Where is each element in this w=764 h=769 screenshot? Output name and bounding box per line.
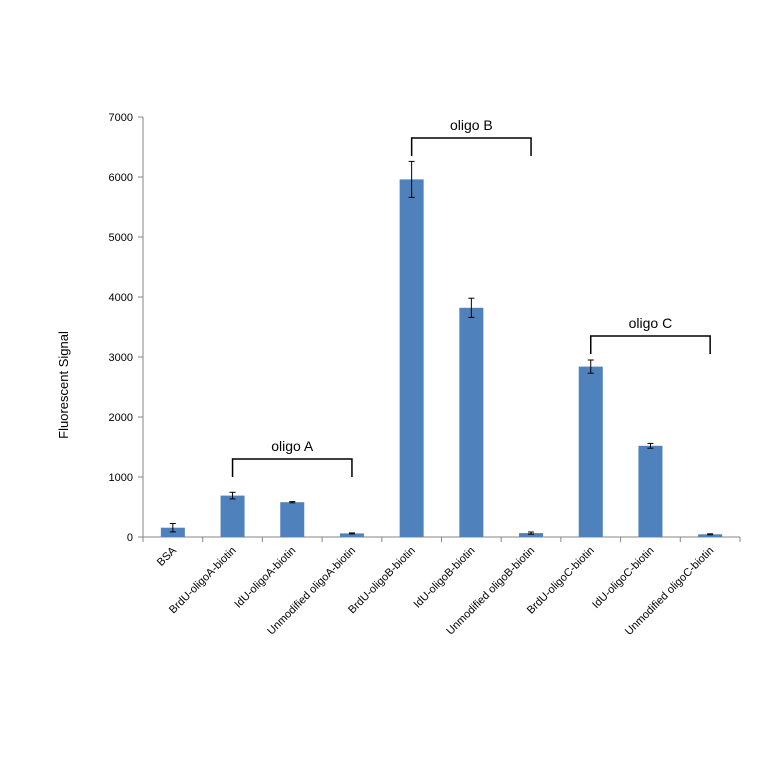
bar xyxy=(578,366,603,537)
group-bracket xyxy=(231,458,353,477)
bar xyxy=(638,445,663,537)
group-label: oligo A xyxy=(271,438,314,454)
x-tick-label: BSA xyxy=(155,544,180,569)
x-tick-label: IdU-oligoA-biotin xyxy=(232,545,298,611)
x-tick-label: BrdU-oligoB-biotin xyxy=(346,545,418,617)
group-label: oligo C xyxy=(629,315,673,331)
y-tick-label: 2000 xyxy=(109,412,133,424)
y-tick-label: 1000 xyxy=(109,472,133,484)
y-tick-label: 0 xyxy=(127,532,133,544)
group-bracket xyxy=(590,335,711,354)
bar xyxy=(280,502,305,537)
x-tick-label: BrdU-oligoC-biotin xyxy=(525,545,597,617)
x-tick-label: IdU-oligoC-biotin xyxy=(590,545,656,611)
group-bracket xyxy=(410,137,532,156)
bar xyxy=(399,179,424,537)
bar xyxy=(339,533,364,537)
group-label: oligo B xyxy=(450,117,493,133)
y-tick-label: 5000 xyxy=(109,232,133,244)
y-tick-label: 3000 xyxy=(109,352,133,364)
bar xyxy=(220,495,245,537)
bar xyxy=(698,534,723,537)
y-tick-label: 6000 xyxy=(109,172,133,184)
x-tick-label: IdU-oligoB-biotin xyxy=(411,545,477,611)
y-axis-label: Fluorescent Signal xyxy=(56,331,71,439)
bar xyxy=(459,307,484,537)
y-tick-label: 7000 xyxy=(109,112,133,124)
bar xyxy=(519,533,544,537)
x-tick-label: BrdU-oligoA-biotin xyxy=(167,545,239,617)
y-tick-label: 4000 xyxy=(109,292,133,304)
